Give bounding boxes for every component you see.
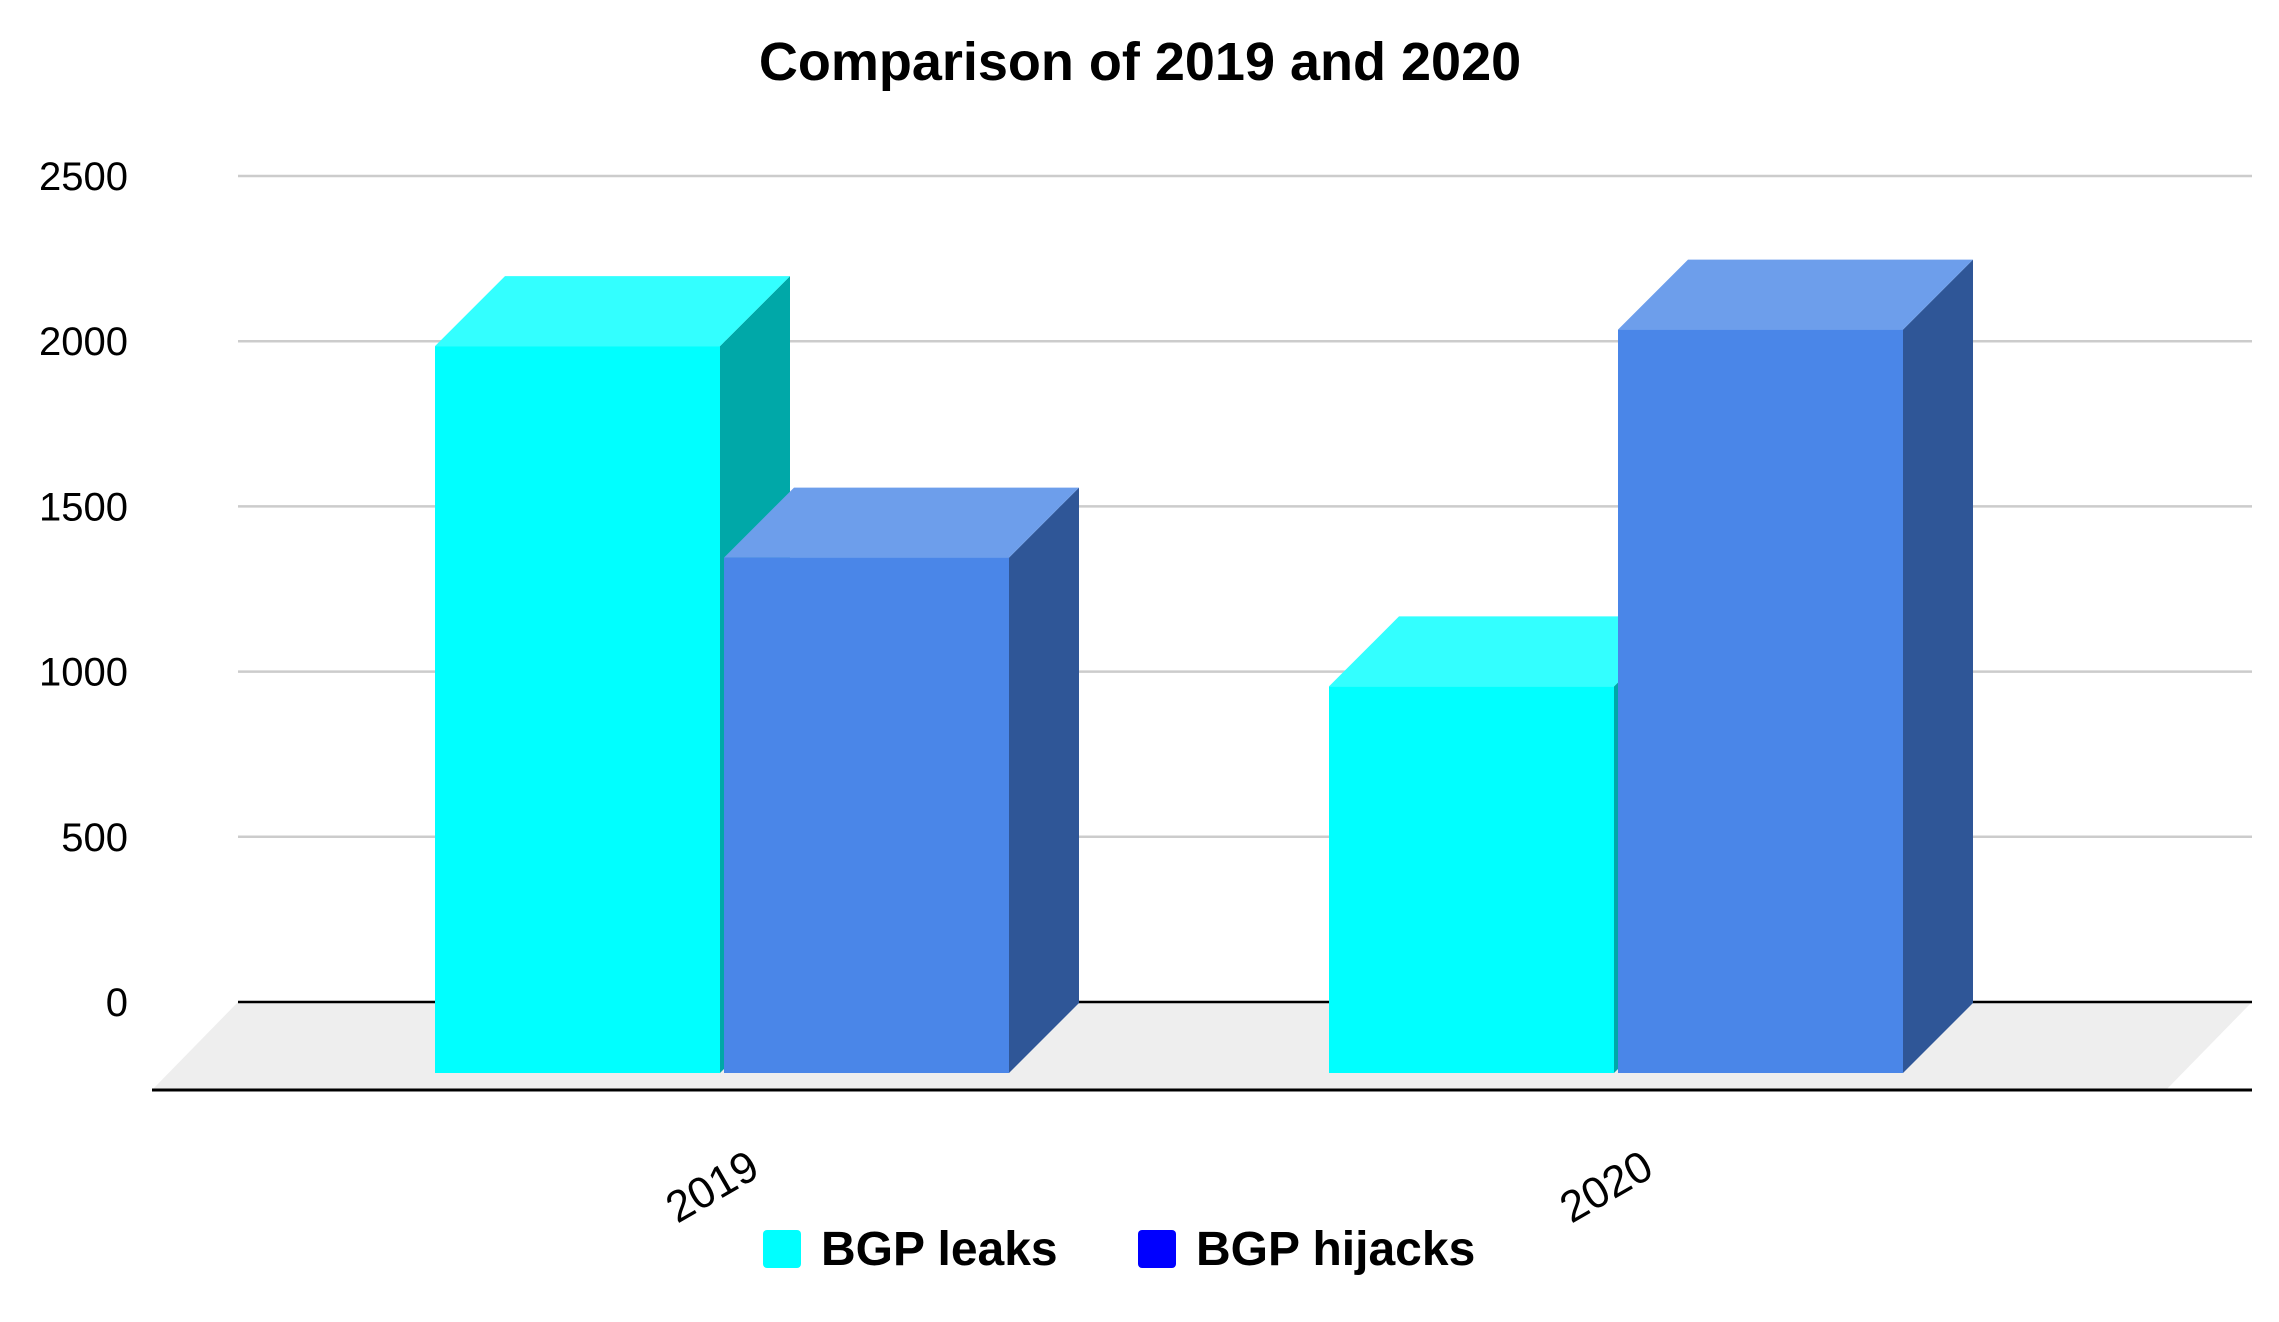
legend-label: BGP hijacks [1196,1223,1475,1276]
bar [724,487,1079,1073]
bar-top [1329,616,1684,687]
bar-front [1618,329,1903,1074]
legend-label: BGP leaks [821,1223,1058,1276]
y-tick-label: 2500 [39,155,128,199]
y-tick-label: 2000 [39,320,128,364]
x-axis-ticks: 2019 2020 [658,1141,1661,1232]
chart-title: Comparison of 2019 and 2020 [759,32,1521,92]
bar-top [1618,259,1973,330]
bar-front [724,557,1009,1073]
y-axis-ticks: 0 500 1000 1500 2000 2500 [39,155,128,1025]
legend-item: BGP hijacks [1138,1223,1475,1276]
bar-side [1009,487,1079,1073]
x-tick-label: 2020 [1552,1141,1661,1232]
bar-front [1329,686,1614,1073]
bar-top [724,487,1079,558]
legend: BGP leaks BGP hijacks [763,1223,1475,1276]
y-tick-label: 1500 [39,485,128,529]
y-tick-label: 1000 [39,651,128,695]
y-tick-label: 500 [61,816,128,860]
x-tick-label: 2019 [658,1141,767,1232]
bars [435,259,1973,1074]
legend-swatch [763,1230,801,1268]
bar-front [435,346,720,1073]
y-tick-label: 0 [106,981,128,1025]
legend-item: BGP leaks [763,1223,1058,1276]
legend-swatch [1138,1230,1176,1268]
bar-top [435,276,790,347]
bar [1618,259,1973,1074]
bar-side [1903,259,1973,1074]
